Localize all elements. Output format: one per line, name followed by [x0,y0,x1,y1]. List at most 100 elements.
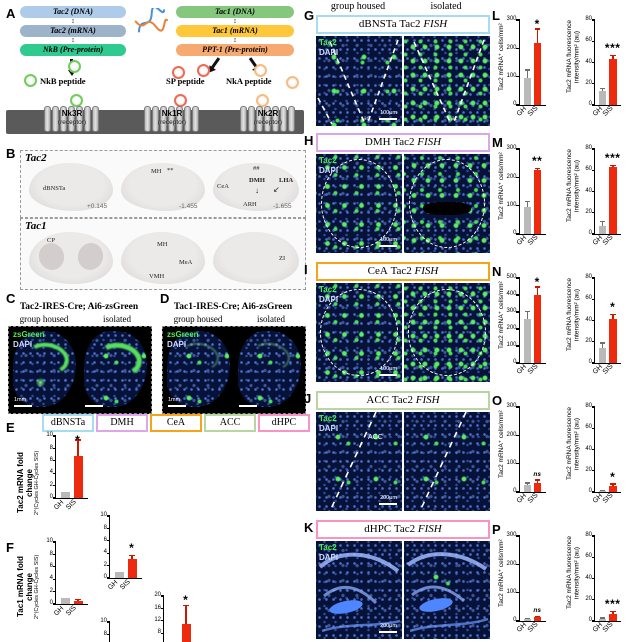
brain-section [29,232,113,284]
annotation-dBNSTa: dBNSTa [43,185,66,192]
scalebar-label: 1mm [14,397,27,403]
annotation-ac: ac [451,116,458,122]
nk3r-label: Nk3R [61,109,83,118]
title-gene: Tac2 [393,136,415,148]
panel-letter-J: J [304,391,312,406]
F-y-axis-label: Tac1 mRNA fold change [16,556,34,618]
nka-peptide-icon [286,76,299,89]
bar-chart-L-cells: 0 100 200 300 * GH SIS [506,16,546,123]
panel-D-images: zsGreen DAPI 1mm [162,326,306,414]
scalebar [379,244,397,247]
dapi-label: DAPI [319,166,339,175]
zsgreen-image-isolated [81,328,150,412]
panel-C: C Tac2-IRES-Cre; Ai6-zsGreen group house… [4,291,154,415]
bar-chart-N-fluor: 0 20 40 60 80 * GH SIS [581,274,621,381]
title-region: ACC [366,394,390,406]
fish-title-CeA: CeA Tac2 FISH [316,262,490,281]
title-gene: Tac2 [390,265,412,277]
scalebar-label: 100μm [380,110,397,116]
annotation-MH: MH [157,241,168,248]
panel-letter-N: N [492,264,502,279]
title-gene: Tac2 [391,394,413,406]
panel-I-images: Tac2 DAPI 100μm [316,283,490,382]
annotation-VMH: VMH [149,273,165,280]
fish-title-DMH: DMH Tac2 FISH [316,133,490,152]
lha-arrow-icon: ↙ [273,185,280,194]
ppt1-preprotein-bar: PPT-1 (Pre-protein) [176,44,294,56]
tac1-dna-bar: Tac1 (DNA) [176,6,294,18]
panel-P: P Tac2 mRNA⁺ cells/mm² 0 100 200 300 ns GH SIS… [492,514,640,642]
nkb-peptide-icon [24,74,37,87]
panel-letter-L: L [492,8,500,23]
bar-chart-O-cells: 0 100 200 300 ns GH SIS [506,403,546,510]
bar-chart-F-dBNSTa: 0 2 4 6 8 10 GH SIS [42,538,88,622]
tac2-label: Tac2 [319,414,337,423]
scalebar [85,404,103,407]
bar-chart-O-fluor: 0 20 40 60 80 * GH SIS [581,403,621,510]
bar-chart-M-fluor: 0 20 40 60 80 *** GH SIS [585,145,621,247]
coord-label: +0.145 [87,203,108,210]
nk3r-sublabel: (receptor) [57,119,87,126]
tac1-ish-row: Tac1 CP MH MeA VMH ZI [20,218,306,290]
title-gene: Tac2 [393,523,416,535]
bar-chart-P-cells: 0 100 200 300 ns GH SIS [506,532,546,639]
annotation-marks: ** [167,167,174,174]
annotation-ac: ac [363,116,370,122]
annotation-LHA: LHA [279,177,294,184]
M-cells-y-label: Tac2 mRNA⁺ cells/mm² [498,152,505,220]
tac2-label: Tac2 [319,285,337,294]
L-cells-y-label: Tac2 mRNA⁺ cells/mm² [498,23,505,91]
dashed-outline [321,158,398,249]
brain-section [213,163,299,211]
panel-D-title: Tac1-IRES-Cre; Ai6-zsGreen [173,302,293,312]
annotation-CeA: CeA [217,183,229,190]
panel-C-images: zsGreen DAPI 1mm [8,326,152,414]
title-method: FISH [417,136,442,148]
dmh-arrow-icon: ↓ [255,186,259,195]
dapi-label: DAPI [319,424,339,433]
nk3r-receptor-icon [44,106,99,132]
transcription-arrow-icon: ↕ [71,18,75,25]
region-box-dBNSTa: dBNSTa [42,414,94,432]
dashed-outline [320,288,398,377]
fish-image-group-housed: Tac2 DAPI 100μm [316,283,402,382]
bar-chart-E-dBNSTa: 0 2 4 6 8 10 * GH SIS [42,432,88,516]
panel-letter-D: D [160,291,170,306]
region-box-DMH: DMH [96,414,148,432]
sp-peptide-icon [172,66,185,79]
col-isolated: isolated [430,1,462,12]
panel-C-title: Tac2-IRES-Cre; Ai6-zsGreen [19,302,139,312]
coord-label: -1.455 [179,203,198,210]
scalebar [379,373,397,376]
tac2-label: Tac2 [319,38,337,47]
tac2-label: Tac2 [319,543,337,552]
fish-image-isolated [404,283,490,382]
nka-peptide-label: NkA peptide [226,76,272,86]
dapi-label: DAPI [319,48,339,57]
nk1r-label: Nk1R [161,109,183,118]
nka-peptide-icon [256,94,269,107]
brain-section [121,163,205,211]
tac1-mrna-bar: Tac1 (mRNA) [176,25,294,37]
annotation-MH: MH [151,168,162,175]
title-region: CeA [367,265,388,277]
fish-image-group-housed: Tac2 DAPI 100μm ac [316,36,402,126]
panel-J: J ACC Tac2 FISH Tac2 DAPI ACC 200μm [300,385,492,514]
panel-letter-F: F [6,540,14,555]
region-box-dHPC: dHPC [258,414,310,432]
title-method: FISH [417,523,442,535]
dashed-outline [408,288,486,377]
fish-image-isolated [404,541,490,639]
brain-section [213,232,299,284]
panel-letter-M: M [492,135,503,150]
panel-F: F Tac1 mRNA fold change 2^(Cycles GH-Cyc… [4,534,306,642]
title-method: FISH [414,265,439,277]
O-cells-y-label: Tac2 mRNA⁺ cells/mm² [498,410,505,478]
fish-title-dHPC: dHPC Tac2 FISH [316,520,490,539]
dashed-outline [409,158,486,249]
annotation-ZI: ZI [279,255,286,262]
panel-letter-B: B [6,146,16,161]
panel-letter-O: O [492,393,503,408]
scalebar [239,404,257,407]
